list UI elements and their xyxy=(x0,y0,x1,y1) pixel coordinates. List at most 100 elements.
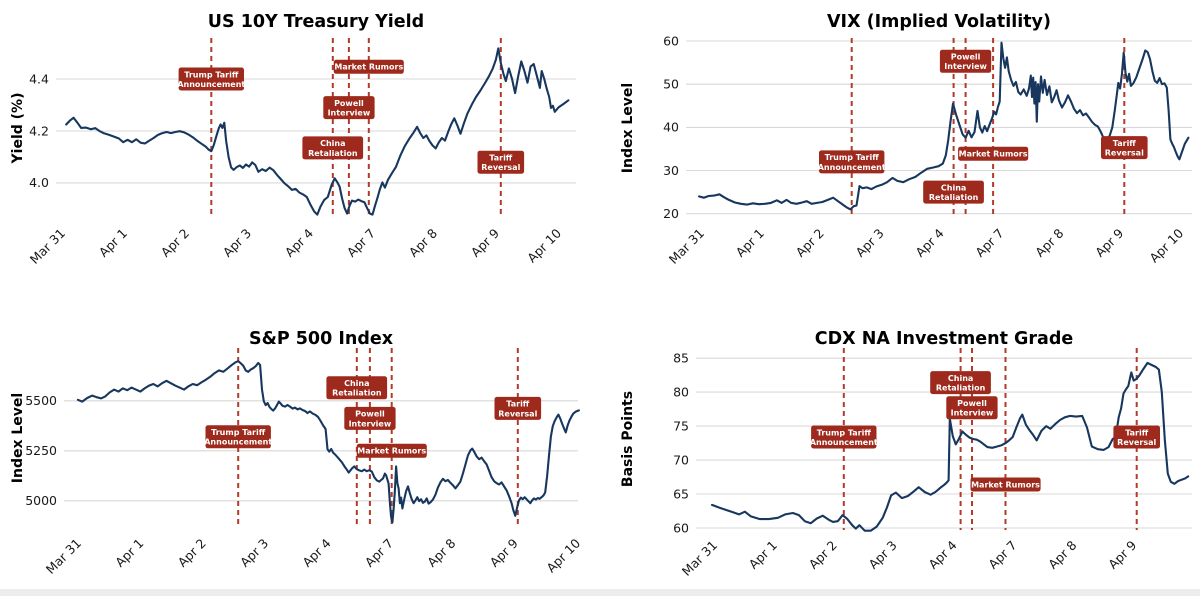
y-axis-label: Index Level xyxy=(620,83,636,173)
chart-title: S&P 500 Index xyxy=(249,329,394,349)
sp500-chart-svg: 5000 5250 5500 Mar 31 Apr 1 Apr 2 Apr 3 Apr 4 Ap… xyxy=(10,329,583,577)
event-label-text: Trump Tariff xyxy=(184,70,239,79)
event-label-text: Market Rumors xyxy=(971,480,1040,489)
event-label-box xyxy=(946,396,998,420)
event-label-text: Retaliation xyxy=(332,389,382,398)
event-label-text: Powell xyxy=(951,53,981,62)
x-tick-label: Apr 4 xyxy=(282,225,316,259)
event-label-text: Announcement xyxy=(810,438,878,447)
y-tick-label: 20 xyxy=(663,206,679,221)
y-tick-label: 5250 xyxy=(25,443,57,458)
event-label-text: Tariff xyxy=(489,154,513,163)
event-label-box xyxy=(178,67,244,91)
chart-vix-implied-volatility: 20 30 40 50 60 Mar 31 Apr 1 Apr 2 Apr 3 Apr 4 Apr … xyxy=(600,0,1200,298)
event-label-text: Announcement xyxy=(177,80,245,89)
y-axis-label: Index Level xyxy=(10,393,26,483)
event-label-text: Market Rumors xyxy=(357,447,426,456)
event-label-text: Interview xyxy=(328,109,371,118)
y-tick-label: 4.2 xyxy=(29,123,49,138)
event-label-box xyxy=(333,59,404,74)
y-tick-label: 85 xyxy=(673,351,689,366)
x-tick-label: Apr 8 xyxy=(1045,537,1079,571)
y-tick-label: 50 xyxy=(663,77,679,92)
event-label-box xyxy=(970,477,1041,492)
x-tick-label: Apr 1 xyxy=(746,538,780,572)
x-tick-label: Apr 3 xyxy=(237,536,271,570)
event-label-box xyxy=(477,150,525,174)
x-tick-label: Apr 2 xyxy=(158,226,192,260)
y-tick-label: 4.0 xyxy=(29,175,49,190)
event-label-text: Market Rumors xyxy=(334,63,403,72)
x-tick-label: Apr 7 xyxy=(972,226,1006,260)
x-tick-label: Apr 8 xyxy=(406,225,440,259)
event-label-box xyxy=(356,443,427,458)
x-tick-label: Apr 2 xyxy=(806,538,840,572)
event-label-box xyxy=(494,396,542,420)
event-label-box xyxy=(326,376,388,400)
x-tick-label: Apr 1 xyxy=(112,536,146,570)
x-tick-label: Apr 3 xyxy=(865,538,899,572)
y-tick-label: 40 xyxy=(663,120,679,135)
event-label-text: Trump Tariff xyxy=(817,428,872,437)
series-line xyxy=(76,360,580,524)
event-label-text: Trump Tariff xyxy=(825,153,880,162)
event-label-text: China xyxy=(344,379,369,388)
event-label-box xyxy=(819,150,885,174)
event-label-text: Powell xyxy=(355,410,385,419)
x-tick-label: Apr 7 xyxy=(362,536,396,570)
x-tick-label: Apr 4 xyxy=(912,225,946,259)
x-tick-label: Apr 10 xyxy=(524,225,564,265)
event-label-text: Reversal xyxy=(1117,438,1156,447)
x-tick-label: Apr 4 xyxy=(299,535,333,569)
series-line xyxy=(65,47,570,216)
event-label-text: Retaliation xyxy=(936,384,986,393)
event-label-text: Retaliation xyxy=(929,193,979,202)
y-tick-label: 80 xyxy=(673,384,689,399)
chart-title: CDX NA Investment Grade xyxy=(815,329,1074,349)
x-tick-label: Apr 10 xyxy=(1146,225,1186,265)
page-bottom-strip xyxy=(0,589,1200,596)
event-label-box xyxy=(958,146,1029,161)
event-label-box xyxy=(323,96,375,120)
event-label-text: Reversal xyxy=(1105,149,1144,158)
event-label-text: Retaliation xyxy=(308,149,358,158)
y-axis-label: Yield (%) xyxy=(10,93,26,165)
x-tick-label: Apr 8 xyxy=(424,535,458,569)
cdx-chart-svg: 60 65 70 75 80 85 Mar 31 Apr 1 Apr 2 Apr 3 Apr 4 Ap… xyxy=(620,329,1192,579)
x-tick-label: Apr 3 xyxy=(220,226,254,260)
event-label-text: China xyxy=(948,374,973,383)
event-label-text: Interview xyxy=(951,409,994,418)
event-label-text: Market Rumors xyxy=(959,150,1028,159)
event-label-box xyxy=(811,425,877,449)
y-tick-label: 4.4 xyxy=(29,71,49,86)
event-label-text: China xyxy=(941,183,966,192)
y-tick-label: 65 xyxy=(673,486,689,501)
y-tick-label: 5000 xyxy=(25,493,57,508)
event-label-box xyxy=(1101,136,1148,160)
x-tick-label: Apr 1 xyxy=(96,226,130,260)
event-label-box xyxy=(923,180,984,204)
chart-cdx-na-investment-grade: 60 65 70 75 80 85 Mar 31 Apr 1 Apr 2 Apr 3 Apr 4 Ap… xyxy=(600,298,1200,596)
event-label-text: Interview xyxy=(349,419,392,428)
event-label-text: Powell xyxy=(334,99,364,108)
event-label-text: Announcement xyxy=(204,438,272,447)
x-tick-label: Apr 8 xyxy=(1032,225,1066,259)
chart-us10y-treasury-yield: 4.0 4.2 4.4 Mar 31 Apr 1 Apr 2 Apr 3 Apr 4 Apr 7… xyxy=(0,0,600,298)
x-tick-label: Apr 9 xyxy=(1092,225,1126,259)
x-tick-label: Apr 3 xyxy=(852,226,886,260)
y-tick-label: 5500 xyxy=(25,393,57,408)
chart-title: US 10Y Treasury Yield xyxy=(208,12,424,32)
y-axis-label: Basis Points xyxy=(620,391,636,487)
event-label-text: Reversal xyxy=(498,409,537,418)
event-label-text: Tariff xyxy=(506,400,530,409)
x-tick-label: Apr 4 xyxy=(925,537,959,571)
event-label-box xyxy=(302,136,364,160)
event-label-text: Tariff xyxy=(1125,428,1149,437)
x-tick-label: Apr 7 xyxy=(985,538,1019,572)
event-label-text: Reversal xyxy=(481,163,520,172)
x-tick-label: Apr 2 xyxy=(175,536,209,570)
x-tick-label: Apr 9 xyxy=(468,225,502,259)
y-tick-label: 70 xyxy=(673,452,689,467)
